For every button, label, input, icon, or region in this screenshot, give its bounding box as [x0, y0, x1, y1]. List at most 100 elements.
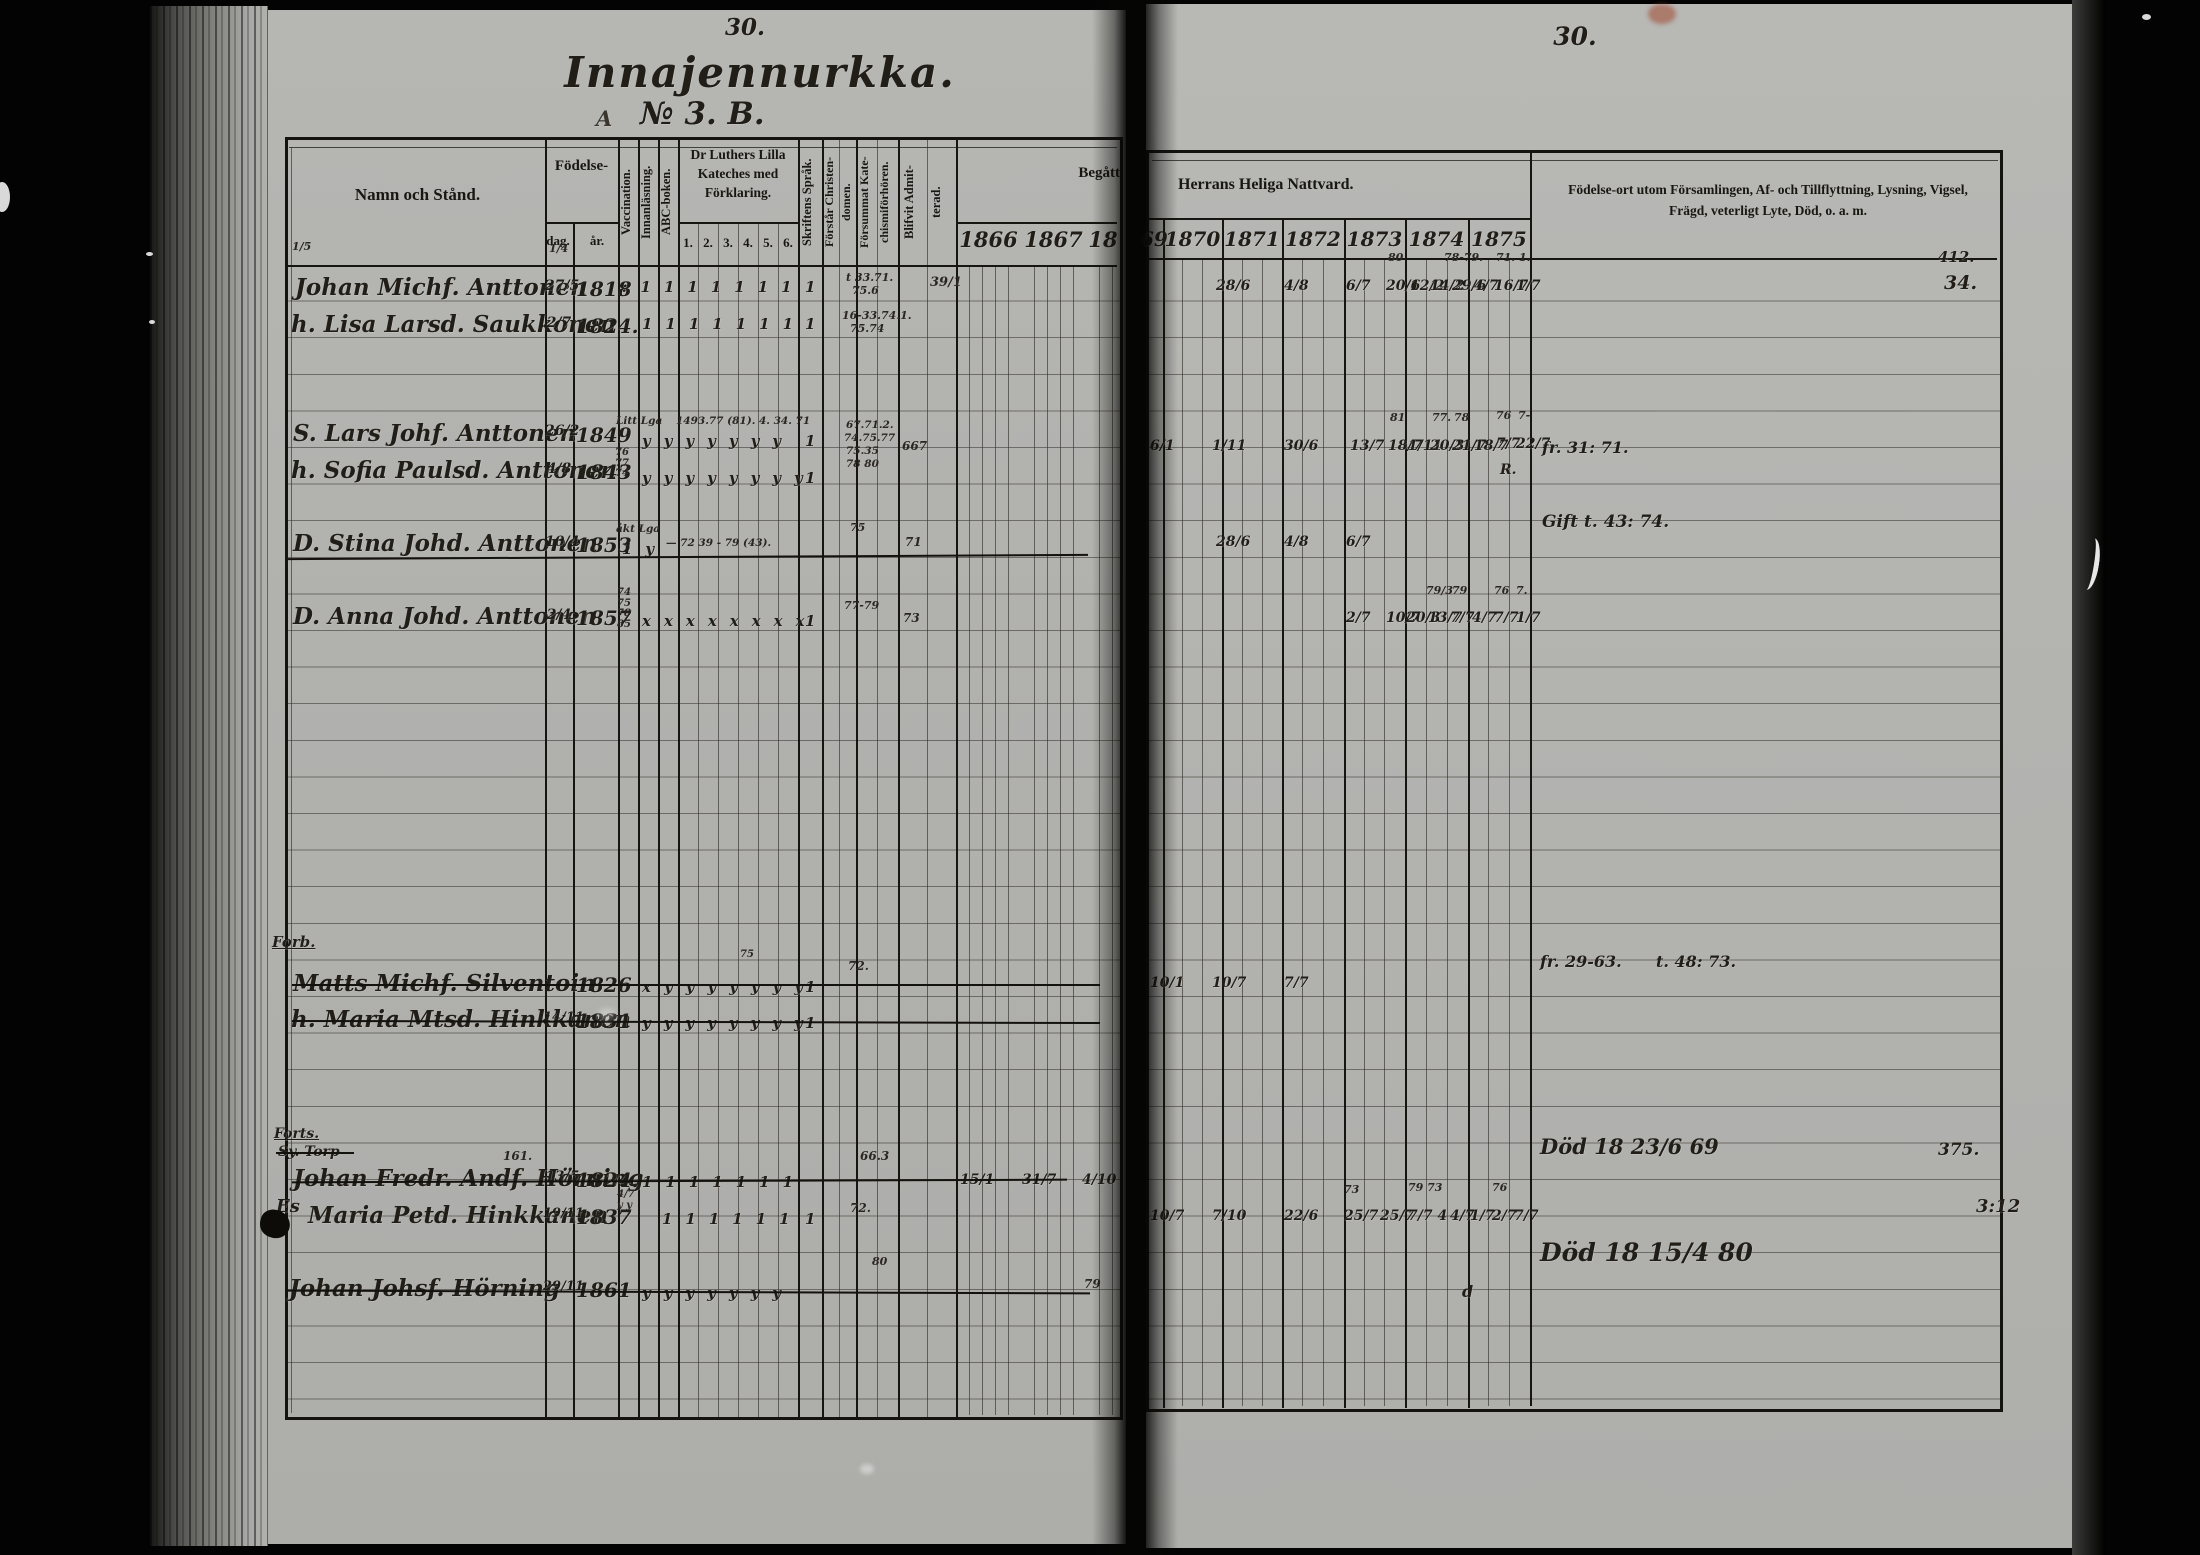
grid-line — [995, 265, 996, 1415]
margin-note: 72. — [850, 1201, 871, 1215]
scan-speck — [0, 182, 10, 212]
birth-day: 14/11 — [543, 1010, 584, 1025]
column-header-kateches-num: 3. — [723, 235, 733, 250]
row-name: D. Anna Johd. Anttonen — [293, 603, 597, 630]
communion-note: 7- — [1518, 409, 1531, 422]
margin-note: 80 — [872, 1255, 888, 1268]
book-edge-left — [150, 6, 268, 1546]
row-name: h. Lisa Larsd. Saukkonen — [291, 311, 617, 338]
grid-line — [1530, 150, 1532, 1406]
communion-date: 4/8 — [1284, 534, 1309, 550]
communion-date: 4/7 — [1474, 278, 1499, 294]
communion-date: 6/7 — [1346, 534, 1371, 550]
margin-note: 72. — [848, 959, 869, 973]
year-header: 1872 — [1285, 227, 1341, 251]
margin-note: 73 — [903, 611, 920, 625]
communion-note: 79/3 — [1426, 584, 1453, 597]
communion-date: 1/7 — [1516, 610, 1541, 626]
communion-date: 4/10 — [1082, 1172, 1117, 1188]
grid-line — [778, 222, 779, 1417]
birth-year: 1818 — [576, 277, 632, 301]
ledger-number: 412. — [1938, 248, 1975, 266]
margin-note: 75.35 — [846, 445, 879, 457]
margin-note: 4/7 y y — [617, 1189, 635, 1211]
communion-note: 77. — [1432, 411, 1452, 424]
column-header-forsummat: Försummat Kate- — [857, 156, 871, 248]
grid-line — [573, 222, 575, 1417]
strike-line — [276, 1152, 354, 1154]
header-foot-mark: 1/4 — [549, 242, 569, 255]
grid-line — [956, 222, 1117, 224]
grid-line — [1163, 218, 1165, 1408]
communion-note: 73 — [1344, 1183, 1360, 1196]
column-header-nattvard: Herrans Heliga Nattvard. — [1178, 176, 1354, 193]
grid-line — [969, 265, 970, 1415]
birth-day: 4/8 — [546, 461, 572, 477]
page-number-right: 30. — [1553, 22, 1597, 51]
communion-note: 76 — [1494, 584, 1510, 597]
birth-year: 1857 — [576, 606, 632, 630]
communion-date: 7/7 4 — [1408, 1208, 1448, 1224]
communion-note: 81 — [1390, 411, 1406, 424]
grid-line — [1182, 258, 1183, 1406]
column-header-kateches-2: Kateches med — [697, 166, 779, 181]
column-header-fodelseort-1: Födelse-ort utom Församlingen, Af- och T… — [1568, 182, 1968, 197]
grid-line — [1152, 160, 1998, 161]
reading-marks: yyyyyyyy — [642, 469, 816, 487]
ledger-title-code: № 3. B. — [640, 96, 765, 132]
row-name: Johan Fredr. Andf. Hörning — [293, 1165, 644, 1192]
group-label: Forts. — [274, 1126, 320, 1142]
grid-line — [1302, 258, 1303, 1406]
grid-line — [1112, 265, 1113, 1415]
communion-date: d — [1462, 1282, 1474, 1301]
margin-note: — 72 39 - 79 (43). — [666, 537, 772, 549]
grid-line — [678, 222, 798, 224]
ledger-title: Innajennurkka. — [564, 48, 956, 97]
grid-line — [718, 222, 719, 1417]
year-header: 1866 — [959, 227, 1018, 252]
grid-line — [927, 137, 928, 1417]
grid-line — [1509, 258, 1510, 1406]
communion-note: 71. 1. — [1496, 251, 1531, 264]
communion-note: 76 — [1496, 409, 1512, 422]
communion-date: 10/1 — [1150, 975, 1185, 991]
communion-date: 18/7 — [1388, 438, 1423, 454]
communion-date: 10/7 — [1386, 610, 1421, 626]
column-header-fodelse: Födelse- — [554, 158, 609, 174]
birth-year: 1843 — [576, 460, 632, 484]
grid-line — [1364, 258, 1365, 1406]
grid-line — [545, 137, 547, 1417]
reading-marks: :1111111 — [622, 278, 805, 296]
communion-date: 7/10 — [1212, 1208, 1247, 1224]
birth-day: 10/4 — [545, 534, 580, 550]
grid-line — [856, 137, 858, 1417]
column-header-blifvit: Blifvit Admit- — [902, 165, 916, 239]
skrift-mark: 1 — [805, 469, 816, 487]
column-header-namn: Namn och Stånd. — [354, 185, 481, 204]
grid-line — [1146, 258, 1997, 260]
column-header-kateches-num: 4. — [743, 235, 753, 250]
communion-date: 7/7 — [1514, 1208, 1539, 1224]
year-header: 1870 — [1164, 227, 1221, 251]
birth-day: 19/11 — [543, 1206, 584, 1221]
communion-date: 1/7 — [1516, 278, 1541, 294]
column-header-kateches-num: 5. — [763, 235, 773, 250]
year-header: 1874 — [1408, 227, 1465, 251]
year-header: 1875 — [1471, 227, 1527, 251]
communion-note: 76 — [1492, 1181, 1508, 1194]
communion-note: 78-79. — [1444, 251, 1484, 264]
margin-note: 74.75.77 — [844, 432, 896, 444]
margin-note: 161. — [503, 1149, 533, 1163]
ledger-number: 34. — [1944, 272, 1978, 294]
grid-line — [638, 137, 640, 1417]
communion-note: 80 — [1388, 251, 1404, 264]
annotation-moved: fr. 29-63. — [1540, 952, 1622, 971]
row-name: Johan Johsf. Hörning — [289, 1275, 561, 1302]
margin-note: 75.74 — [850, 322, 885, 335]
birth-day: 2/4 — [546, 607, 572, 623]
communion-note: 78 — [1454, 411, 1470, 424]
birth-year: 1824. — [576, 314, 639, 338]
reading-marks: 111111 — [662, 1210, 803, 1228]
reading-marks: xyyyyyyy — [642, 978, 816, 996]
